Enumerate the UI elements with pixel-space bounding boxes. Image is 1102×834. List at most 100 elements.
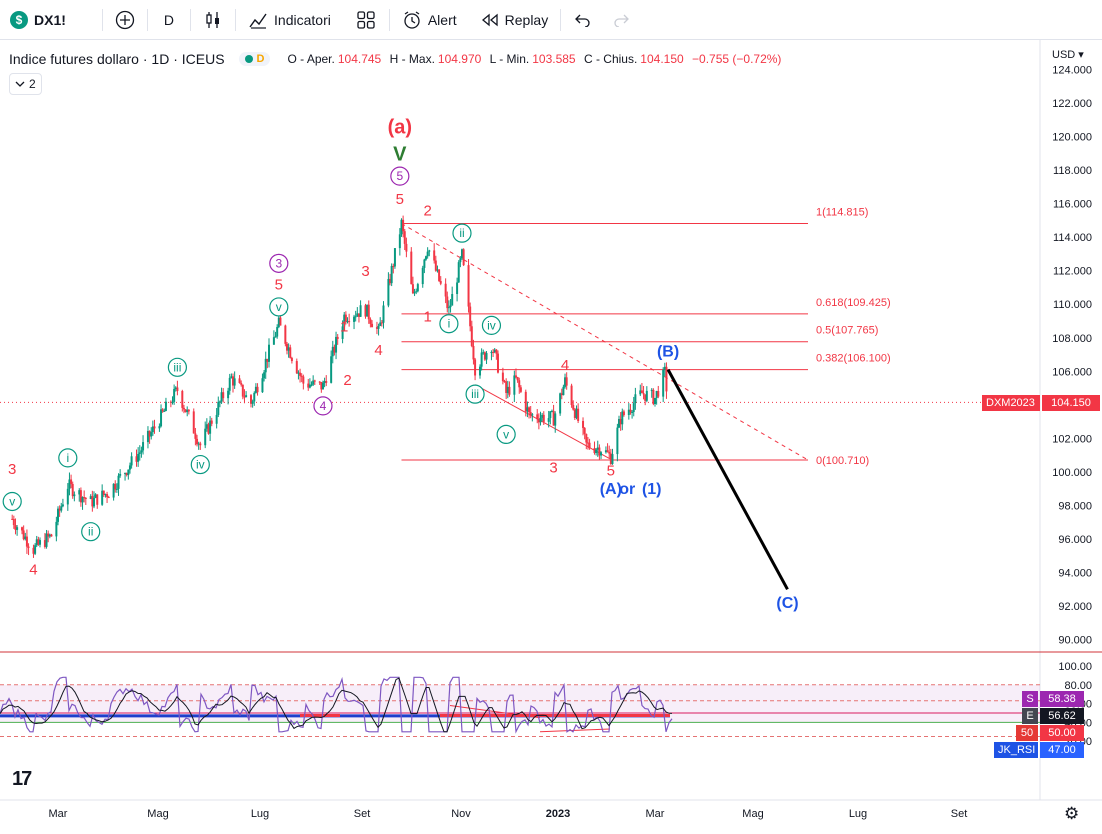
candle-body <box>609 453 612 464</box>
gear-icon[interactable]: ⚙ <box>1064 804 1080 823</box>
candle-body <box>310 384 313 386</box>
indicators-button[interactable]: Indicatori <box>236 0 343 40</box>
interval-button[interactable]: D <box>148 0 190 40</box>
candle-body <box>359 305 362 317</box>
time-tick-label: Mar <box>646 808 665 820</box>
candles-icon <box>206 11 220 28</box>
candle-body <box>353 316 356 322</box>
candle-body <box>181 391 184 408</box>
candle-body <box>151 426 154 433</box>
replay-button[interactable]: Replay <box>469 0 561 40</box>
fib-level-label: 0.5(107.765) <box>816 325 878 337</box>
candle-body <box>272 337 275 345</box>
close-label: C - Chius. <box>583 52 638 66</box>
currency-selector[interactable]: USD ▾ <box>1052 49 1084 61</box>
candle-body <box>560 393 563 396</box>
candle-body <box>618 418 621 428</box>
candle-body <box>433 250 436 261</box>
candle-body <box>390 265 393 284</box>
jk-rsi-tag-prefix: JK_RSI <box>994 742 1038 758</box>
price-tick-label: 114.000 <box>1053 232 1092 244</box>
candle-body <box>148 430 151 437</box>
candle-body <box>572 404 575 410</box>
candle-body <box>516 377 519 381</box>
toolbar-divider <box>560 8 562 31</box>
price-tick-label: 94.000 <box>1058 568 1092 580</box>
candle-body <box>70 479 73 485</box>
candle-body <box>323 381 326 384</box>
candle-body <box>204 428 207 446</box>
candle-body <box>536 414 539 420</box>
candle-body <box>480 352 483 367</box>
candle-body <box>207 424 210 434</box>
candle-body <box>600 452 603 456</box>
candle-body <box>150 432 153 437</box>
candle-body <box>513 375 516 395</box>
indicators-collapse-button[interactable]: 2 <box>9 73 42 95</box>
candle-body <box>140 450 143 453</box>
candle-body <box>470 326 473 346</box>
candle-body <box>89 496 92 499</box>
candle-body <box>663 366 666 370</box>
undo-button[interactable] <box>561 0 605 40</box>
candle-body <box>164 401 167 411</box>
candle-body <box>478 366 481 376</box>
candle-body <box>485 353 488 360</box>
candle-body <box>261 378 264 393</box>
candle-body <box>43 540 46 547</box>
layouts-button[interactable] <box>343 0 389 40</box>
alert-button[interactable]: Alert <box>390 0 469 40</box>
toolbar-divider <box>146 8 148 31</box>
time-tick-label: Nov <box>451 808 471 820</box>
rsi-signal-line <box>0 677 673 733</box>
candle-body <box>308 384 311 388</box>
symbol-title[interactable]: Indice futures dollaro · 1D · ICEUS <box>9 51 225 67</box>
candle-body <box>232 376 235 386</box>
candle-body <box>436 269 439 271</box>
price-tick-label: 122.000 <box>1052 98 1092 110</box>
candle-body <box>413 292 416 294</box>
market-open-dot <box>244 55 253 63</box>
candle-body <box>650 389 653 391</box>
wave-label-circle <box>2 491 22 512</box>
market-status-badge[interactable]: D <box>238 52 271 66</box>
wave-label-circle <box>167 357 187 377</box>
wave-label: (A) <box>600 481 622 498</box>
candle-body <box>240 383 243 385</box>
toolbar-divider <box>235 8 237 31</box>
ohlc-values: O - Aper. 104.745 H - Max. 104.970 L - Min… <box>282 52 781 66</box>
candle-body <box>96 494 99 505</box>
wave-label: iv <box>487 318 496 332</box>
tradingview-logo[interactable]: 17 <box>12 768 32 790</box>
candle-body <box>277 317 280 328</box>
chart-type-button[interactable] <box>191 0 235 40</box>
candle-body <box>37 539 40 545</box>
candle-body <box>483 352 486 360</box>
compare-button[interactable] <box>103 0 147 40</box>
candle-body <box>438 269 441 282</box>
price-tick-label: 92.000 <box>1058 601 1092 613</box>
price-tick-label: 108.000 <box>1052 333 1092 345</box>
redo-button[interactable] <box>605 0 637 40</box>
wave-label: 5 <box>275 276 283 293</box>
high-label: H - Max. <box>389 52 435 66</box>
candle-body <box>631 412 634 414</box>
low-value: 103.585 <box>532 52 576 66</box>
candle-body <box>423 259 426 268</box>
candle-body <box>343 314 346 327</box>
open-value: 104.745 <box>337 52 382 66</box>
candle-body <box>380 322 383 324</box>
candle-body <box>125 473 128 476</box>
symbol-search-button[interactable]: $ DX1! <box>0 0 74 40</box>
wave-label: or <box>619 481 635 498</box>
candle-body <box>138 452 141 454</box>
candle-body <box>238 378 241 384</box>
candle-body <box>241 384 244 397</box>
candle-body <box>94 494 97 498</box>
time-tick-label: Lug <box>849 808 867 820</box>
candle-body <box>426 251 429 257</box>
wave-label: ii <box>459 226 464 240</box>
candle-body <box>58 508 61 511</box>
candle-body <box>564 377 567 387</box>
